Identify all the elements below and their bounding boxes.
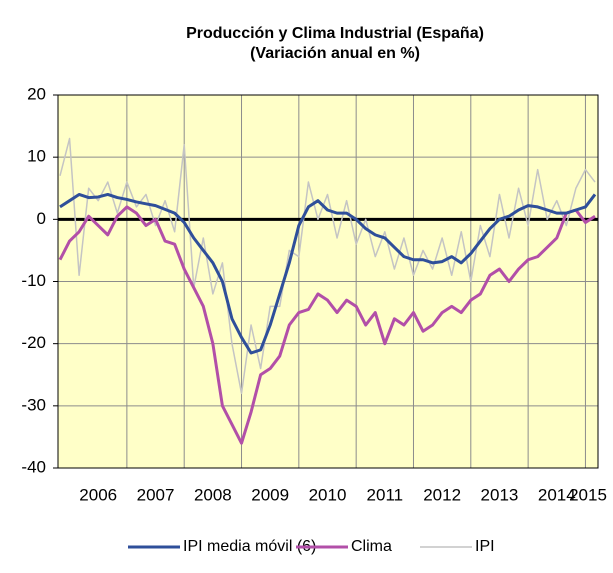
series-line	[59, 192, 597, 355]
x-tick-label: 2015	[569, 485, 607, 504]
series-line	[58, 205, 596, 445]
chart-title: Producción y Clima Industrial (España)	[186, 25, 484, 42]
x-tick-label: 2014	[538, 485, 576, 504]
plot-border	[57, 94, 599, 469]
x-tick-label: 2011	[367, 485, 404, 504]
y-tick-label: -40	[21, 457, 46, 476]
y-tick-label: 20	[27, 84, 46, 103]
chart-subtitle: (Variación anual en %)	[250, 45, 420, 62]
legend-label: Clima	[351, 538, 392, 555]
x-tick-label: 2012	[423, 485, 461, 504]
y-tick-label: -20	[21, 333, 46, 352]
legend-label: IPI	[475, 538, 495, 555]
y-tick-label: -30	[21, 395, 46, 414]
y-tick-label: 10	[27, 147, 46, 166]
x-tick-label: 2008	[194, 485, 232, 504]
legend-label: IPI media móvil (6)	[183, 538, 316, 555]
x-tick-label: 2007	[137, 485, 175, 504]
y-tick-label: 0	[37, 209, 46, 228]
x-tick-label: 2013	[481, 485, 519, 504]
y-tick-label: -10	[21, 271, 46, 290]
x-tick-label: 2009	[251, 485, 289, 504]
x-tick-label: 2010	[309, 485, 347, 504]
x-tick-label: 2006	[79, 485, 117, 504]
